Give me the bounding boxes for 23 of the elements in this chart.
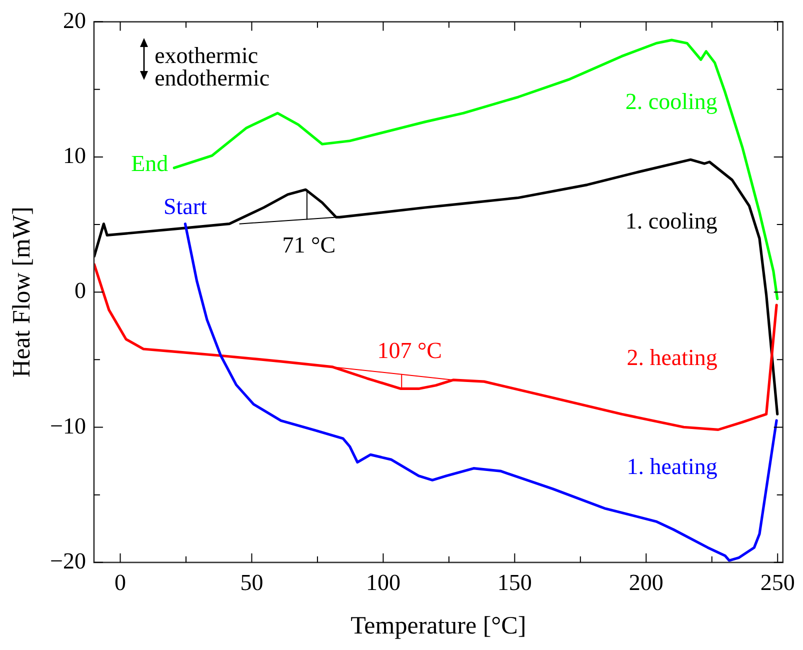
y-tick-label: −10 (50, 413, 86, 438)
x-axis-title: Temperature [°C] (350, 612, 526, 640)
x-tick-label: 200 (628, 570, 664, 596)
series-label: 1. cooling (625, 208, 718, 234)
annotation: Start (163, 194, 208, 219)
y-tick-label: 10 (62, 142, 86, 168)
annotation: 71 °C (282, 232, 336, 258)
series-label: 1. heating (626, 454, 718, 479)
y-tick-label: 20 (62, 8, 86, 33)
x-tick-label: 150 (497, 570, 532, 596)
y-axis-title: Heat Flow [mW] (8, 206, 36, 378)
annotation: endothermic (154, 66, 270, 91)
x-tick-label: 50 (240, 570, 264, 596)
x-tick-label: 100 (366, 570, 400, 596)
x-tick-label: 250 (760, 570, 795, 596)
x-tick-label: 0 (114, 570, 126, 596)
series-label: 2. heating (626, 345, 718, 370)
annotation: End (131, 150, 169, 176)
series-label: 2. cooling (625, 88, 718, 114)
annotation: 107 °C (377, 338, 442, 363)
y-tick-label: −20 (50, 548, 86, 574)
y-tick-label: 0 (74, 278, 86, 304)
annotation: exothermic (154, 42, 258, 68)
